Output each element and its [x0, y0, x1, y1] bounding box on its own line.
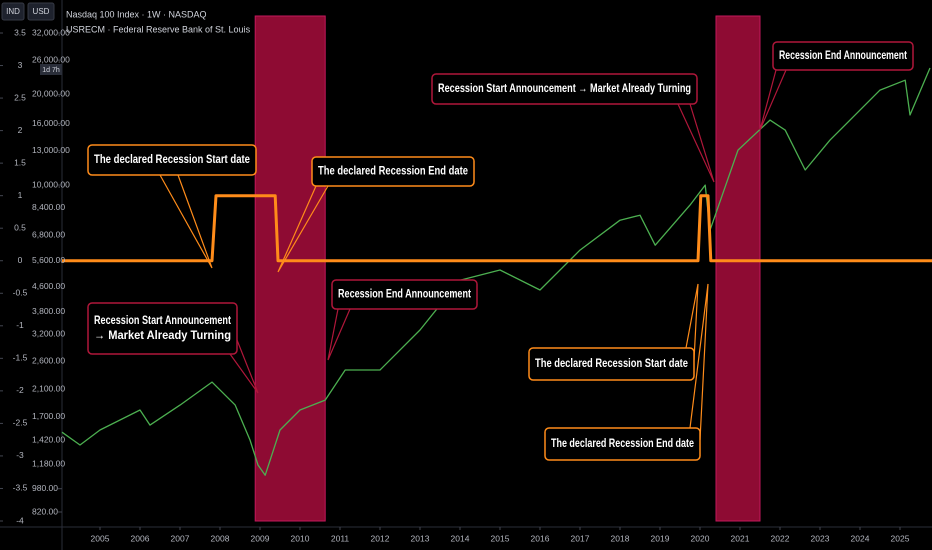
callout-text: The declared Recession Start date — [94, 152, 250, 166]
y2-tick-label: 10,000.00 — [32, 179, 70, 189]
y-tick-label: 1 — [18, 190, 23, 200]
callout-pointer — [677, 103, 715, 183]
callout-box — [311, 156, 475, 187]
callout-box — [331, 279, 478, 310]
x-tick-label: 2005 — [91, 533, 110, 543]
button[interactable] — [27, 2, 55, 21]
axes: 3.5 3 2.5 2 1.5 1 0.5 0 -0.5 -1 -1.5 -2 -2.5 -3 -3.5 -4… — [0, 27, 910, 543]
y2-tick-label: 820.00 — [32, 506, 58, 516]
y2-tick-label: 16,000.00 — [32, 118, 70, 128]
callout-text: The declared Recession Start date — [535, 356, 688, 370]
x-tick-label: 2021 — [731, 533, 750, 543]
callout-text: The declared Recession End date — [318, 164, 468, 178]
y-tick-label: 0.5 — [14, 222, 26, 232]
x-tick-label: 2023 — [811, 533, 830, 543]
callout-pointer — [159, 174, 213, 269]
x-tick-label: 2019 — [651, 533, 670, 543]
x-tick-label: 2022 — [771, 533, 790, 543]
x-tick-label: 2024 — [851, 533, 870, 543]
callout-pointer — [759, 69, 787, 131]
y-tick-label: 2 — [18, 125, 23, 135]
x-tick-label: 2018 — [611, 533, 630, 543]
x-tick-label: 2014 — [451, 533, 470, 543]
y2-tick-label: 26,000.00 — [32, 54, 70, 64]
y2-tick-label: 980.00 — [32, 483, 58, 493]
shaded-periods — [254, 15, 761, 522]
y2-tick-label: 1,700.00 — [32, 411, 65, 421]
callout-text: Recession End Announcement — [338, 287, 471, 301]
callout-box — [528, 347, 695, 381]
y2-tick-label: 1,420.00 — [32, 434, 65, 444]
callout-text: → Market Already Turning — [94, 328, 231, 342]
y2-tick-label: 2,600.00 — [32, 355, 65, 365]
y2-tick-label: 6,800.00 — [32, 230, 65, 240]
y-tick-label: -0.5 — [13, 288, 28, 298]
callout-box — [772, 41, 914, 71]
recession-line — [62, 194, 932, 263]
y-tick-label: 2.5 — [14, 92, 26, 102]
y2-tick-label: 13,000.00 — [32, 145, 70, 155]
y2-tick-label: 4,600.00 — [32, 281, 65, 291]
callout-pointer — [689, 283, 709, 441]
y-tick-label: -1 — [16, 320, 24, 330]
callout-pointer — [685, 283, 699, 361]
y2-tick-label: 8,400.00 — [32, 202, 65, 212]
x-tick-label: 2011 — [331, 533, 350, 543]
x-tick-label: 2006 — [131, 533, 150, 543]
x-tick-label: 2009 — [251, 533, 270, 543]
y-tick-label: -4 — [16, 515, 24, 525]
x-tick-label: 2007 — [171, 533, 190, 543]
button[interactable] — [1, 2, 25, 21]
countdown: 1d 7h — [42, 67, 60, 74]
y2-tick-label: 20,000.00 — [32, 89, 70, 99]
recession-band — [254, 15, 326, 522]
y-tick-label: -3.5 — [13, 483, 28, 493]
chart-title: Nasdaq 100 Index · 1W · NASDAQ — [66, 9, 207, 19]
y-tick-label: 1.5 — [14, 157, 26, 167]
x-tick-label: 2025 — [891, 533, 910, 543]
y2-tick-label: 1,180.00 — [32, 459, 65, 469]
x-tick-label: 2012 — [371, 533, 390, 543]
y-tick-label: 0 — [18, 255, 23, 265]
x-tick-label: 2008 — [211, 533, 230, 543]
y-tick-label: 3.5 — [14, 27, 26, 37]
x-tick-label: 2016 — [531, 533, 550, 543]
callout-pointer — [277, 185, 329, 273]
callout-text: The declared Recession End date — [551, 436, 694, 450]
x-tick-label: 2010 — [291, 533, 310, 543]
callout-pointer — [327, 308, 351, 361]
y2-tick-label: 32,000.00 — [32, 27, 70, 37]
x-tick-label: 2013 — [411, 533, 430, 543]
callout-text: Recession End Announcement — [779, 48, 907, 62]
callout-box — [87, 302, 238, 355]
callout-box — [87, 144, 257, 176]
annotations: The declared Recession Start date The dec… — [87, 41, 914, 461]
countdown-badge — [40, 64, 62, 75]
y2-tick-label: 5,600.00 — [32, 255, 65, 265]
button-label[interactable]: USD — [33, 7, 50, 16]
y2-tick-label: 3,800.00 — [32, 306, 65, 316]
callout-text: Recession Start Announcement → Market Al… — [438, 81, 691, 95]
callout-pointer — [229, 339, 259, 394]
y-tick-label: 3 — [18, 60, 23, 70]
callout-box — [431, 73, 698, 105]
y2-tick-label: 3,200.00 — [32, 328, 65, 338]
callout-box — [544, 427, 701, 461]
y-tick-label: -3 — [16, 450, 24, 460]
x-tick-label: 2015 — [491, 533, 510, 543]
recession-band — [715, 15, 761, 522]
price-line — [61, 67, 931, 476]
x-tick-label: 2020 — [691, 533, 710, 543]
y2-tick-label: 2,100.00 — [32, 383, 65, 393]
y-tick-label: -2 — [16, 385, 24, 395]
x-tick-label: 2017 — [571, 533, 590, 543]
series — [61, 67, 932, 476]
y-tick-label: -2.5 — [13, 418, 28, 428]
button-label[interactable]: IND — [6, 7, 20, 16]
chart-subtitle: USRECM · Federal Reserve Bank of St. Lou… — [66, 24, 251, 34]
callout-text: Recession Start Announcement — [94, 313, 231, 327]
y-tick-label: -1.5 — [13, 353, 28, 363]
